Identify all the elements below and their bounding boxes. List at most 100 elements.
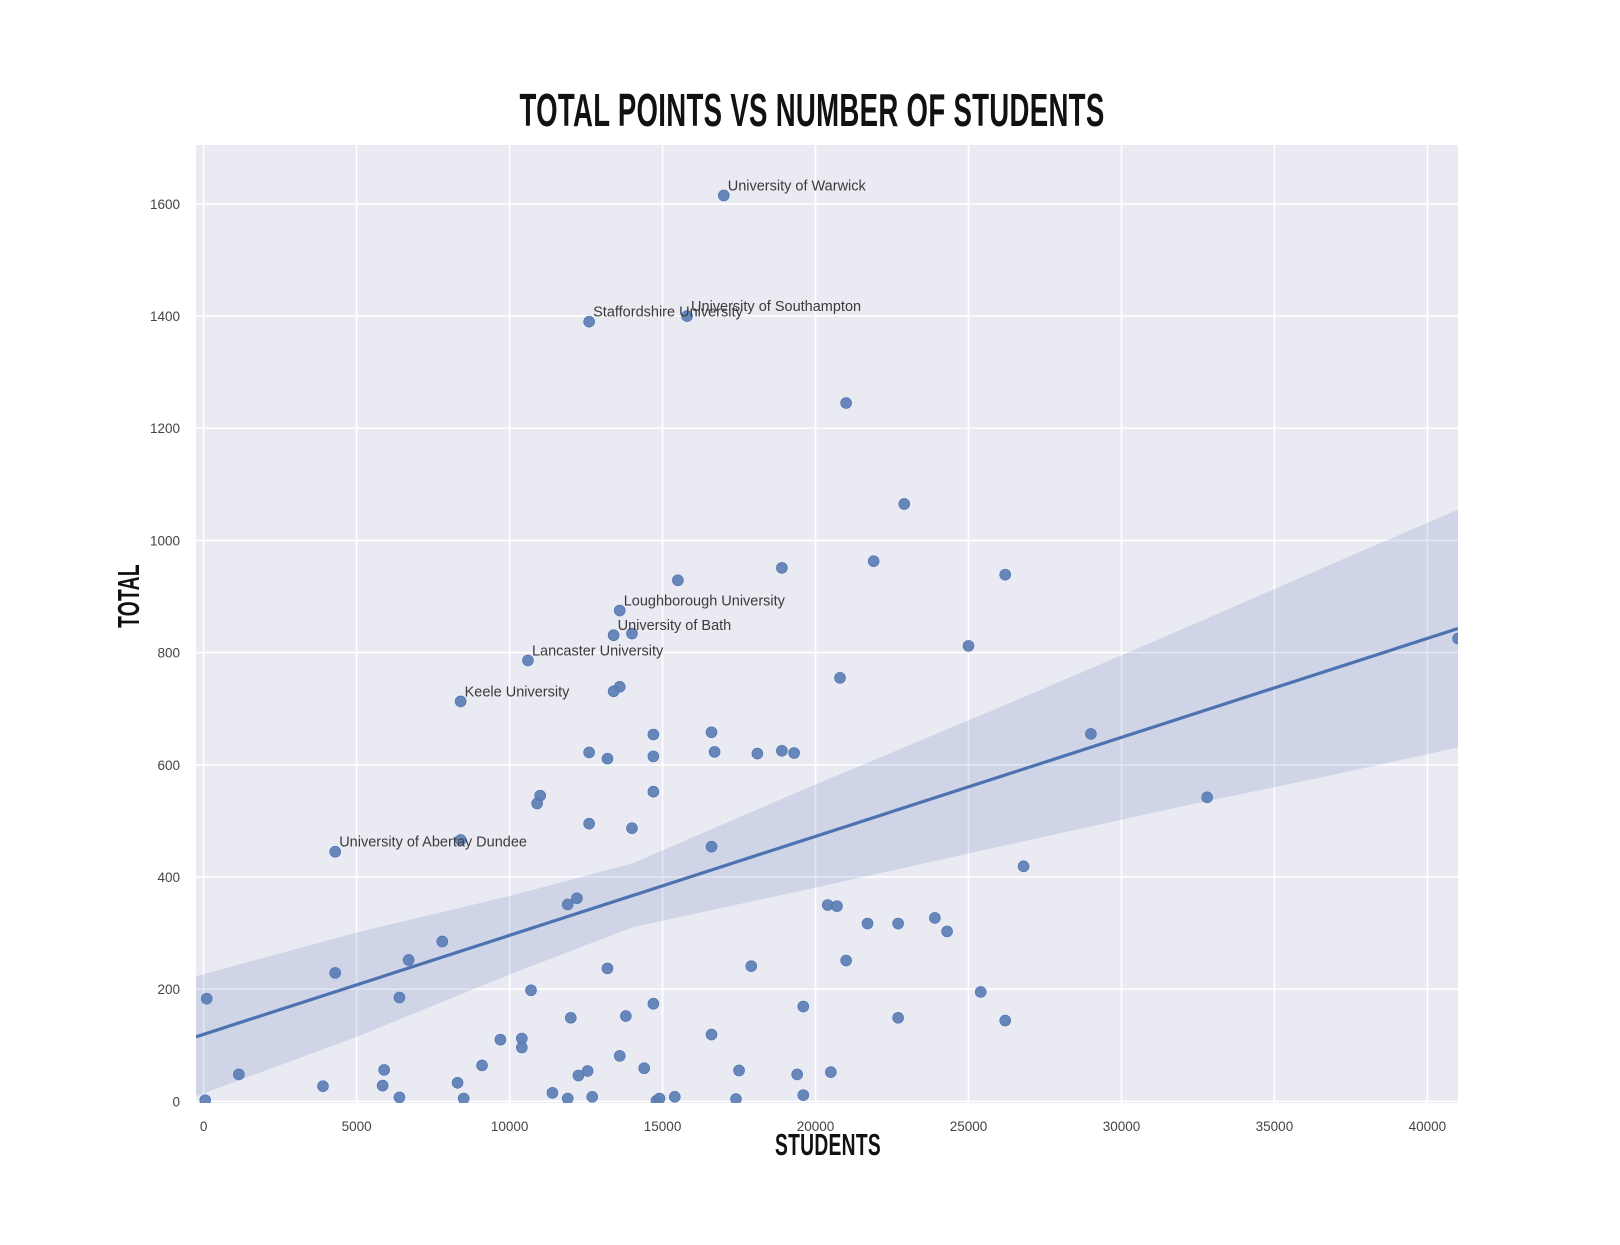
data-point — [825, 1066, 837, 1078]
data-point — [613, 604, 626, 617]
data-point — [546, 1087, 559, 1099]
chart-title: TOTAL POINTS VS NUMBER OF STUDENTS — [519, 86, 1104, 137]
data-point — [999, 1014, 1012, 1027]
data-point — [730, 1093, 742, 1103]
x-axis-ticks: 0 5000 10000 15000 20000 25000 30000 35000 40000 — [200, 1119, 1446, 1134]
annotation-label: University of Abertay Dundee — [339, 835, 527, 851]
data-point — [564, 1011, 577, 1024]
data-point — [233, 1068, 245, 1081]
data-point — [647, 785, 660, 798]
data-point — [531, 797, 543, 810]
data-point — [840, 397, 852, 409]
confidence-interval — [196, 509, 1458, 1097]
y-tick-label: 1000 — [150, 533, 180, 548]
data-point — [776, 562, 788, 574]
data-point — [620, 1010, 632, 1022]
data-point — [1017, 860, 1030, 873]
data-point — [581, 1065, 594, 1077]
data-point — [898, 498, 911, 510]
data-point — [705, 840, 718, 853]
data-point — [668, 1091, 681, 1103]
data-point — [393, 991, 406, 1004]
data-point — [705, 1028, 718, 1041]
y-tick-label: 400 — [157, 870, 180, 885]
data-point — [402, 954, 415, 966]
data-point — [200, 992, 213, 1005]
annotation-label: Keele University — [465, 684, 571, 700]
y-tick-label: 200 — [157, 982, 180, 997]
x-tick-label: 20000 — [797, 1119, 835, 1134]
y-axis-label: TOTAL — [113, 564, 147, 628]
x-tick-label: 25000 — [950, 1119, 988, 1134]
data-point — [892, 917, 904, 930]
data-point — [797, 1000, 810, 1013]
data-point — [638, 1062, 651, 1075]
data-point — [601, 962, 614, 975]
x-tick-label: 0 — [200, 1119, 208, 1134]
data-point — [653, 1092, 666, 1103]
data-point — [522, 654, 534, 667]
y-axis-ticks: 0 200 400 600 800 1000 1200 1400 1600 — [150, 197, 180, 1109]
data-point — [476, 1059, 488, 1072]
data-point — [626, 627, 638, 640]
data-point — [607, 629, 620, 642]
data-point — [999, 568, 1012, 581]
annotation-label: University of Warwick — [728, 178, 867, 194]
annotation-label: Lancaster University — [532, 643, 664, 659]
data-point — [1085, 728, 1097, 740]
data-point — [572, 1069, 585, 1082]
data-point — [457, 1092, 470, 1103]
data-point — [199, 1094, 211, 1103]
data-point — [601, 752, 614, 765]
data-point — [1201, 791, 1213, 804]
x-tick-label: 30000 — [1103, 1119, 1141, 1134]
data-point — [867, 555, 880, 567]
data-point — [329, 967, 342, 979]
scatter-points — [199, 189, 1458, 1103]
data-point — [317, 1080, 329, 1092]
fit-line — [196, 626, 1458, 1039]
x-tick-label: 40000 — [1409, 1119, 1447, 1134]
data-point — [647, 997, 660, 1010]
data-point — [788, 747, 800, 759]
x-tick-label: 10000 — [491, 1119, 529, 1134]
data-point — [647, 728, 660, 741]
data-point — [525, 984, 537, 997]
y-tick-label: 1400 — [150, 309, 180, 324]
data-point — [776, 744, 788, 757]
data-point — [393, 1091, 406, 1103]
data-point — [840, 954, 852, 967]
data-point — [962, 640, 975, 652]
data-point — [494, 1033, 507, 1046]
data-point — [516, 1041, 528, 1054]
data-point — [378, 1064, 390, 1076]
data-point — [1452, 632, 1458, 645]
annotation-label: University of Bath — [618, 618, 732, 634]
data-point — [607, 685, 620, 698]
annotation-label: University of Southampton — [691, 299, 861, 315]
data-point — [586, 1091, 598, 1103]
data-point — [705, 726, 718, 739]
data-point — [717, 189, 730, 202]
data-point — [626, 822, 638, 834]
data-point — [831, 900, 843, 912]
y-tick-label: 600 — [157, 758, 180, 773]
data-point — [892, 1011, 904, 1024]
data-point — [613, 1050, 626, 1062]
data-point — [571, 892, 583, 905]
y-tick-label: 1600 — [150, 197, 180, 212]
data-point — [451, 1077, 464, 1089]
plot-background — [196, 145, 1458, 1103]
regression-line — [196, 626, 1458, 1039]
data-point — [672, 574, 684, 587]
y-tick-label: 1200 — [150, 421, 180, 436]
data-point — [861, 917, 874, 930]
annotation-label: Staffordshire University — [593, 305, 743, 321]
confidence-band — [196, 509, 1458, 1097]
y-tick-label: 0 — [172, 1094, 180, 1109]
data-point — [974, 986, 987, 998]
plot-area — [196, 145, 1458, 1103]
data-point — [941, 925, 953, 938]
